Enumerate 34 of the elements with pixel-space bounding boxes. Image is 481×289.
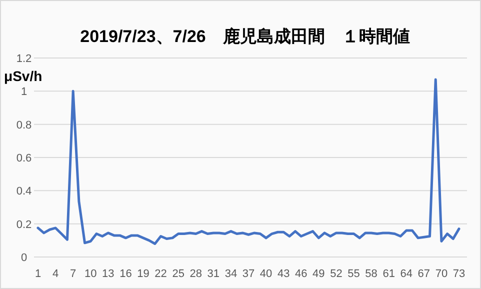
x-tick-label: 16: [120, 268, 132, 280]
x-tick-label: 10: [84, 268, 97, 280]
x-tick-label: 28: [190, 268, 202, 280]
x-tick-label: 40: [260, 268, 272, 280]
y-tick-label: 1: [20, 86, 28, 98]
x-tick-label: 34: [224, 268, 238, 280]
x-tick-label: 19: [137, 268, 150, 280]
x-tick-label: 31: [207, 268, 220, 280]
x-tick-label: 73: [452, 268, 466, 280]
x-tick-label: 70: [435, 268, 448, 280]
x-tick-label: 67: [418, 268, 430, 280]
y-tick-label: 0: [20, 252, 28, 264]
y-tick-label: 1.2: [16, 53, 32, 65]
y-tick-label: 0.2: [16, 218, 32, 231]
y-tick-label: 0.4: [16, 186, 32, 198]
x-tick-label: 4: [52, 268, 59, 280]
x-tick-label: 25: [172, 268, 184, 280]
x-tick-label: 7: [70, 268, 76, 280]
x-tick-label: 13: [102, 268, 114, 280]
x-tick-label: 64: [400, 268, 412, 280]
x-tick-label: 61: [382, 268, 395, 280]
x-tick-label: 37: [242, 268, 255, 280]
y-axis-title: μSv/h: [4, 68, 42, 84]
chart-title: 2019/7/23、7/26 鹿児島成田間 １時間値: [80, 27, 410, 46]
x-tick-label: 52: [330, 268, 342, 280]
y-tick-label: 0.8: [16, 119, 32, 132]
x-tick-label: 55: [348, 268, 360, 280]
x-tick-label: 1: [34, 268, 42, 280]
x-tick-label: 43: [277, 268, 290, 280]
x-tick-label: 22: [154, 268, 167, 280]
x-tick-label: 46: [295, 268, 308, 280]
y-tick-label: 0.6: [16, 152, 32, 164]
x-tick-label: 58: [365, 268, 378, 280]
x-tick-label: 49: [312, 268, 325, 280]
